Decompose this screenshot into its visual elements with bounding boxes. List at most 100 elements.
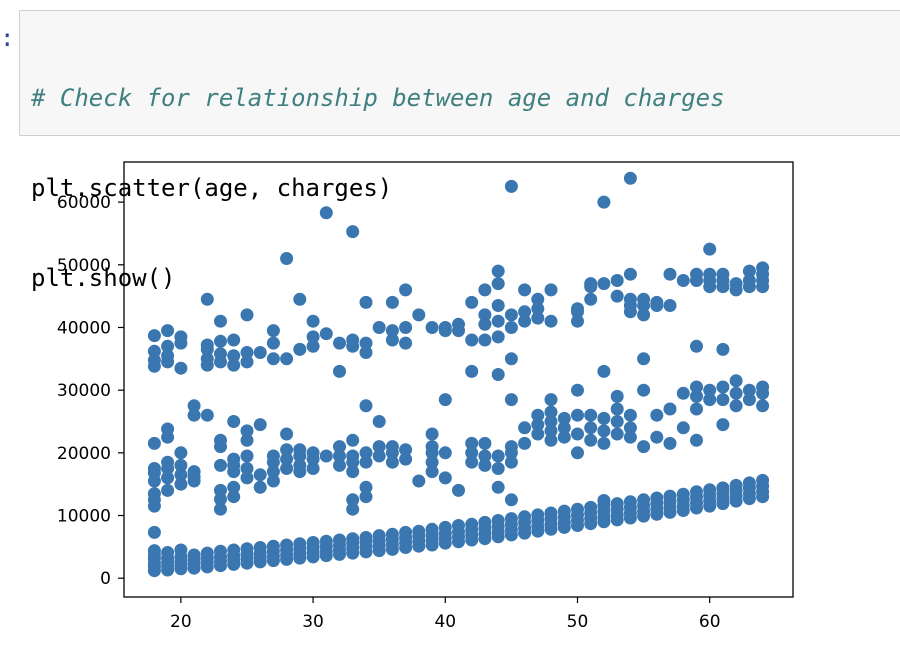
scatter-point [690,389,703,403]
scatter-point [227,452,241,466]
plot-frame [123,161,794,598]
scatter-point [333,440,346,454]
scatter-point [716,393,730,407]
scatter-point [742,476,756,490]
scatter-point [346,225,360,239]
scatter-point [650,430,664,444]
scatter-point [690,380,703,394]
scatter-point [425,321,439,334]
scatter-point [306,330,320,344]
scatter-point [438,446,452,460]
scatter-point [491,449,505,463]
scatter-point [690,433,703,447]
x-tick-label: 30 [302,612,324,632]
scatter-point [465,436,479,450]
scatter-point [610,497,624,511]
scatter-point [425,440,439,454]
scatter-point [756,380,770,394]
scatter-point [478,449,492,463]
scatter-point [385,295,399,309]
scatter-point [240,346,254,359]
scatter-point [584,421,598,435]
scatter-point [187,399,201,413]
y-tick-label: 30000 [57,381,111,401]
scatter-point [161,546,175,559]
scatter-point [690,267,703,281]
scatter-point [531,302,545,316]
scatter-point [742,264,756,278]
scatter-point [544,405,558,419]
scatter-point [227,543,241,557]
scatter-point [504,352,518,366]
scatter-point [491,480,505,494]
scatter-point [227,349,241,363]
scatter-point [333,458,346,472]
scatter-point [266,336,280,350]
scatter-point [359,446,373,460]
scatter-point [214,544,227,558]
scatter-point [214,458,227,472]
scatter-point [161,422,175,436]
scatter-point [359,531,373,544]
scatter-point [544,433,558,447]
scatter-point [214,502,227,516]
scatter-point [742,383,756,397]
y-tick-label: 50000 [57,256,111,276]
scatter-point [306,314,320,328]
scatter-point [200,408,214,422]
scatter-point [161,324,175,338]
scatter-point [663,436,677,450]
scatter-point [174,361,188,375]
scatter-point [610,389,624,403]
scatter-point [504,179,518,193]
scatter-point [293,458,307,472]
scatter-point [174,477,188,491]
scatter-point [214,433,227,447]
scatter-point [200,292,214,306]
x-axis: 20 30 40 50 60 [170,597,721,632]
scatter-point [584,292,598,306]
scatter-point [399,336,413,350]
scatter-point [531,427,545,441]
scatter-point [478,515,492,529]
scatter-point [584,277,598,291]
scatter-point [319,327,333,341]
scatter-point [571,408,584,422]
code-comment-line: # Check for relationship between age and… [31,84,725,112]
scatter-point [690,485,703,499]
scatter-point [319,449,333,463]
scatter-point [571,427,584,441]
scatter-point [637,308,651,322]
scatter-chart: 20 30 40 50 60 0 10000 20000 30000 40000 50000 600… [57,161,794,632]
cell-prompt: : [0,24,15,52]
scatter-point [544,393,558,407]
code-cell[interactable]: # Check for relationship between age and… [19,10,900,292]
scatter-point [465,364,479,378]
scatter-point [293,292,307,306]
scatter-point [703,483,717,497]
x-tick-label: 40 [434,612,456,632]
scatter-point [676,421,690,435]
scatter-point [174,468,188,482]
scatter-point [214,334,227,348]
scatter-point [240,471,254,485]
scatter-point [200,352,214,366]
scatter-point [650,295,664,309]
scatter-point [227,358,241,372]
scatter-point [531,508,545,522]
scatter-point [478,458,492,472]
scatter-point [399,283,413,297]
scatter-point [610,402,624,416]
scatter-point [306,462,320,475]
scatter-point [214,483,227,497]
scatter-point [478,317,492,331]
scatter-point [147,487,161,501]
scatter-point [372,529,386,543]
scatter-point [676,386,690,400]
scatter-point [253,418,267,432]
y-tick-label: 60000 [57,193,111,213]
scatter-point [319,206,333,220]
scatter-point [280,427,294,441]
scatter-points [147,171,770,578]
scatter-point [650,408,664,422]
